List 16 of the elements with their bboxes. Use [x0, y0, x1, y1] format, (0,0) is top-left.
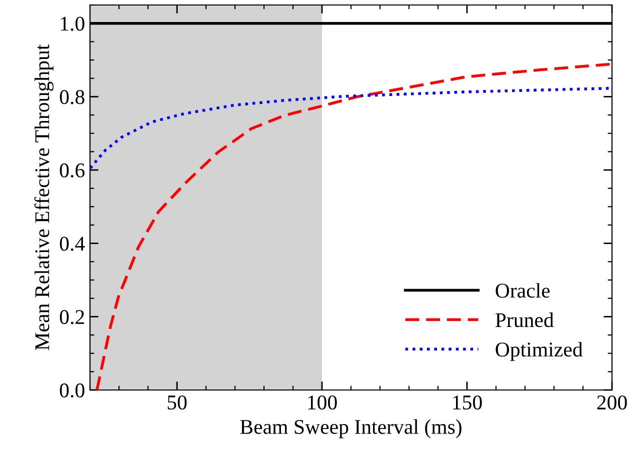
x-tick-label: 50: [168, 395, 187, 410]
y-tick-label: 1.0: [60, 16, 84, 31]
y-tick-label: 0.8: [60, 90, 84, 104]
y-tick-label: 0.4: [60, 236, 85, 251]
x-tick-label: 150: [453, 395, 482, 410]
y-tick-label: 0.2: [60, 310, 84, 324]
x-tick-label: 100: [308, 395, 337, 410]
y-tick-label: 0.6: [60, 163, 85, 178]
legend-label: Optimized: [496, 342, 583, 361]
y-axis-title: Mean Relative Effective Throughput: [34, 44, 54, 350]
y-tick-label: 0.0: [60, 383, 84, 398]
x-tick-label: 200: [597, 395, 627, 410]
legend-label: Pruned: [495, 312, 554, 328]
legend-label: Oracle: [496, 283, 550, 298]
line-series: [96, 62, 612, 390]
x-axis-title: Beam Sweep Interval (ms): [240, 419, 462, 438]
